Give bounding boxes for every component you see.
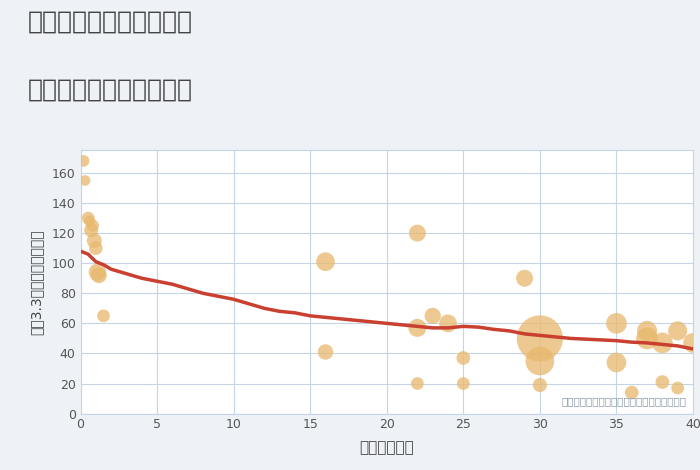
Point xyxy=(534,381,545,389)
Point xyxy=(412,229,423,237)
Point xyxy=(657,378,668,386)
Point xyxy=(320,258,331,266)
Point xyxy=(98,312,109,320)
Point xyxy=(458,354,469,362)
Point xyxy=(611,320,622,327)
Point xyxy=(93,272,104,279)
Point xyxy=(80,177,91,184)
Point xyxy=(672,384,683,392)
Text: 築年数別中古戸建て価格: 築年数別中古戸建て価格 xyxy=(28,78,193,102)
Point xyxy=(442,320,454,327)
Point xyxy=(641,335,652,342)
Point xyxy=(534,335,545,342)
Point xyxy=(534,357,545,365)
Point xyxy=(412,380,423,387)
Text: 奈良県奈良市二名東町の: 奈良県奈良市二名東町の xyxy=(28,9,193,33)
Point xyxy=(672,327,683,335)
Point xyxy=(412,324,423,332)
Point xyxy=(83,214,94,222)
Point xyxy=(626,389,637,396)
Point xyxy=(89,237,100,244)
Point xyxy=(611,359,622,366)
Y-axis label: 坪（3.3㎡）単価（万円）: 坪（3.3㎡）単価（万円） xyxy=(29,229,43,335)
Point xyxy=(84,217,95,225)
Text: 円の大きさは、取引のあった物件面積を示す: 円の大きさは、取引のあった物件面積を示す xyxy=(562,396,687,406)
Point xyxy=(458,380,469,387)
Point xyxy=(519,274,530,282)
Point xyxy=(78,157,89,164)
Point xyxy=(641,327,652,335)
Point xyxy=(657,339,668,347)
Point xyxy=(687,339,699,347)
Point xyxy=(87,222,98,229)
Point xyxy=(320,348,331,356)
Point xyxy=(85,227,97,234)
Point xyxy=(92,268,103,276)
X-axis label: 築年数（年）: 築年数（年） xyxy=(359,440,414,455)
Point xyxy=(427,312,438,320)
Point xyxy=(90,244,101,252)
